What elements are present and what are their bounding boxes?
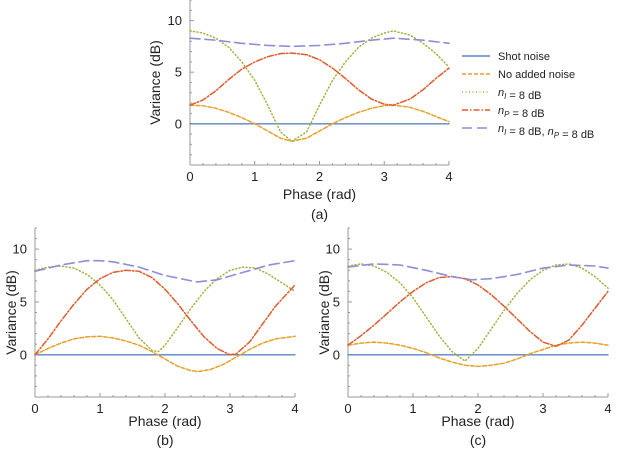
y-axis-label: Variance (dB) [3,270,19,355]
y-tick-label: 0 [20,347,27,362]
x-tick-label: 3 [226,401,233,416]
n-i-n-p-8db-line [347,263,609,281]
y-axis-label: Variance (dB) [147,40,163,125]
x-tick-label: 2 [161,401,168,416]
n-p-8db-line [189,52,450,106]
x-tick-label: 0 [186,169,193,184]
panel-caption: (a) [311,206,328,222]
x-tick-label: 1 [409,401,416,416]
no-added-noise-line [34,335,296,373]
x-tick-label: 3 [539,401,546,416]
no-added-noise-line [189,104,450,143]
x-tick-label: 3 [381,169,388,184]
x-tick-label: 2 [474,401,481,416]
no-added-noise-line [347,341,609,368]
panel-a: 0 1 2 3 4 0 5 10 Phase (rad) Variance (dB) (a) [147,0,453,222]
panel-c: 0 1 2 3 4 0 5 10 Phase (rad) Variance (dB) (c) [316,227,612,448]
y-tick-label: 5 [333,294,340,309]
x-tick-label: 1 [96,401,103,416]
x-tick-label: 4 [445,169,452,184]
x-axis-label: Phase (rad) [283,186,356,202]
x-tick-label: 2 [316,169,323,184]
x-axis-label: Phase (rad) [128,413,201,429]
x-tick-label: 1 [251,169,258,184]
n-i-n-p-8db-line [34,259,296,283]
n-i-8db-line [347,263,609,362]
n-p-8db-line [347,275,609,348]
n-i-8db-line [34,265,296,353]
x-axis-label: Phase (rad) [441,413,514,429]
y-tick-label: 10 [168,13,182,28]
panel-caption: (b) [156,432,173,448]
n-i-n-p-8db-line [189,37,450,48]
legend-label: Shot noise [498,51,550,63]
y-tick-label: 5 [20,294,27,309]
legend-label: nI = 8 dB, nP = 8 dB [498,123,594,141]
y-tick-label: 10 [326,242,340,257]
legend-label: No added noise [498,69,575,81]
legend-label: nI = 8 dB [498,87,542,102]
x-tick-label: 4 [291,401,298,416]
legend: Shot noise No added noise nI = 8 dB nP = 8 … [462,51,594,141]
legend-label: nP = 8 dB [498,105,545,120]
panel-caption: (c) [470,432,486,448]
y-tick-label: 5 [175,65,182,80]
x-tick-label: 4 [604,401,611,416]
y-axis-label: Variance (dB) [316,270,332,355]
x-tick-label: 0 [31,401,38,416]
y-tick-label: 10 [13,242,27,257]
n-i-8db-line [189,30,450,143]
y-tick-label: 0 [175,116,182,131]
y-tick-label: 0 [333,347,340,362]
n-p-8db-line [34,269,296,356]
x-tick-label: 0 [344,401,351,416]
panel-b: 0 1 2 3 4 0 5 10 Phase (rad) Variance (dB) (b) [3,227,299,448]
